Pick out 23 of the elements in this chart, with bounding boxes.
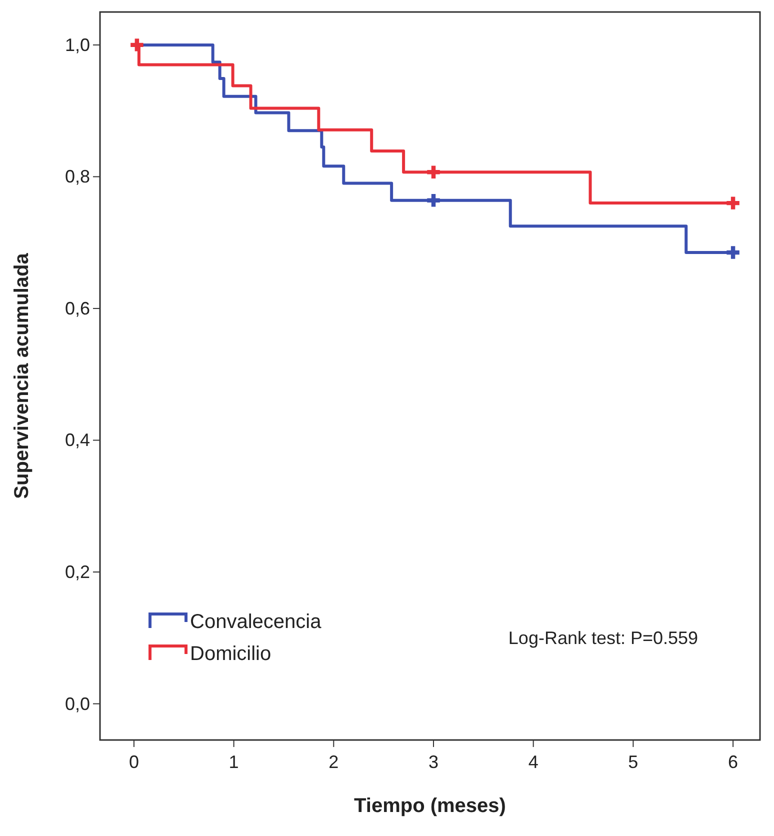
legend-label: Domicilio [190, 643, 272, 665]
x-tick-label: 2 [328, 752, 339, 772]
y-tick-label: 1,0 [64, 34, 90, 55]
x-tick-label: 1 [228, 752, 239, 772]
y-tick-label: 0,2 [64, 562, 90, 582]
x-tick-label: 3 [428, 752, 439, 772]
x-axis-title: Tiempo (meses) [354, 795, 506, 817]
point [427, 166, 440, 178]
x-tick-label: 5 [628, 752, 638, 772]
x-tick-label: 0 [128, 752, 139, 772]
point [130, 38, 144, 52]
y-tick-label: 0,4 [64, 430, 90, 450]
point [726, 196, 740, 210]
y-tick-label: 0,8 [64, 166, 90, 187]
x-tick-label: 4 [528, 752, 538, 772]
point [726, 246, 740, 259]
point [427, 194, 440, 207]
y-axis-title: Supervivencia acumulada [11, 252, 33, 499]
x-tick-label: 6 [728, 752, 738, 772]
y-tick-label: 0,0 [64, 694, 90, 714]
legend-label: Convalecencia [190, 611, 322, 633]
y-tick-label: 0,6 [64, 298, 90, 318]
annotation: Log-Rank test: P=0.559 [508, 628, 698, 648]
